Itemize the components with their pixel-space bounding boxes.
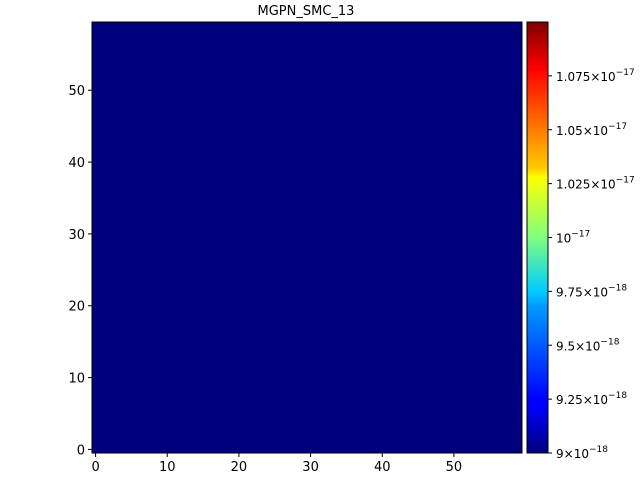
y-tick-label: 20	[68, 300, 85, 315]
plot-frame	[91, 21, 523, 454]
colorbar-gradient	[527, 22, 548, 453]
colorbar-tick-label: 9.5×10−18	[556, 337, 620, 353]
colorbar: 9×10−18 9.25×10−18 9.5×10−18 9.75×10−18 10−1…	[526, 21, 635, 461]
colorbar-tick-label: 9×10−18	[556, 445, 608, 461]
x-tick-label: 0	[91, 460, 99, 475]
x-tick-label: 20	[231, 460, 248, 475]
x-axis: 0 10 20 30 40 50	[91, 453, 462, 475]
chart-title: MGPN_SMC_13	[258, 4, 355, 19]
y-tick-label: 50	[68, 84, 85, 99]
colorbar-tick-label: 1.075×10−17	[556, 68, 635, 84]
x-tick-label: 50	[446, 460, 463, 475]
y-tick-label: 0	[77, 443, 85, 458]
colorbar-tick-label: 1.025×10−17	[556, 176, 635, 192]
colorbar-tick-label: 10−17	[556, 230, 590, 246]
colorbar-tick-label: 9.75×10−18	[556, 283, 627, 299]
heatmap-cells	[92, 22, 522, 453]
y-tick-label: 10	[68, 372, 85, 387]
y-tick-label: 40	[68, 156, 85, 171]
x-tick-label: 30	[302, 460, 319, 475]
colorbar-tick-label: 9.25×10−18	[556, 391, 627, 407]
y-axis: 0 10 20 30 40 50	[68, 84, 92, 458]
x-tick-label: 40	[374, 460, 391, 475]
colorbar-tick-label: 1.05×10−17	[556, 122, 627, 138]
y-tick-label: 30	[68, 228, 85, 243]
x-tick-label: 10	[159, 460, 176, 475]
plot-area	[91, 21, 523, 454]
